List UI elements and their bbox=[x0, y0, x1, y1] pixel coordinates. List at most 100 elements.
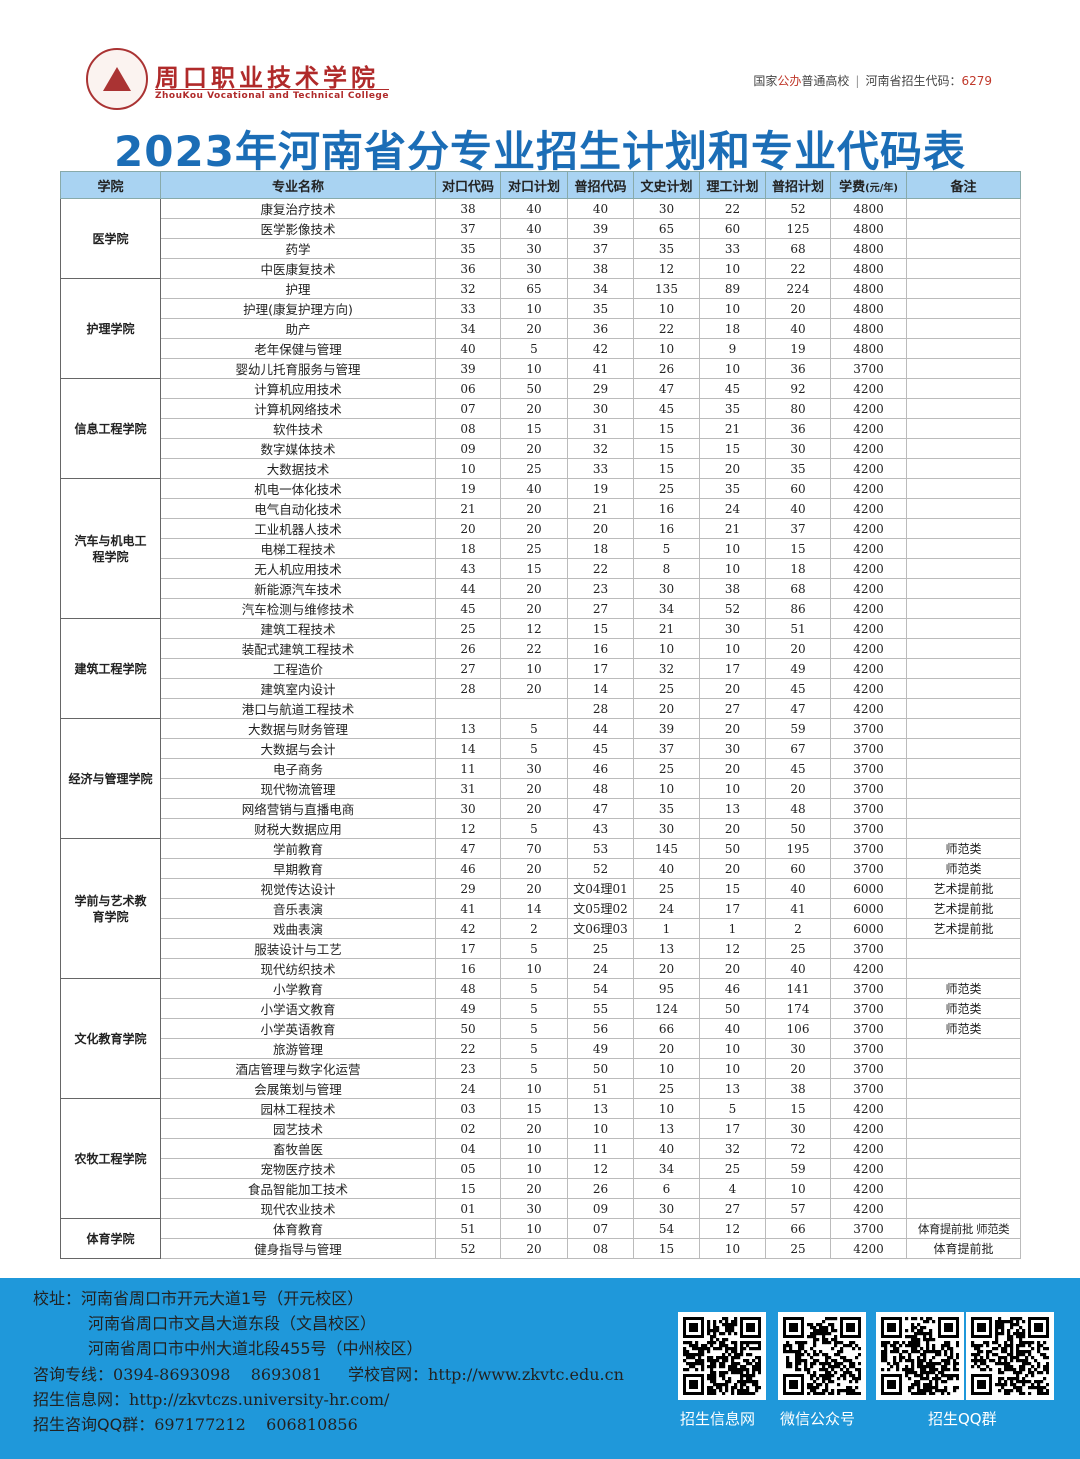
hotline-line: 咨询专线：0394-8693098 8693081 学校官网：http://www… bbox=[33, 1361, 624, 1385]
vocational-code-cell: 34 bbox=[435, 318, 501, 339]
general-code-cell: 50 bbox=[567, 1058, 634, 1079]
tuition-cell: 3700 bbox=[830, 1078, 907, 1099]
science-plan-cell: 10 bbox=[699, 1038, 766, 1059]
general-code-cell: 文04理01 bbox=[567, 878, 634, 899]
table-row: 医学影像技术 37 40 39 65 60 125 4800 bbox=[61, 218, 1021, 239]
general-plan-cell: 20 bbox=[765, 778, 831, 799]
general-plan-cell: 86 bbox=[765, 598, 831, 619]
science-plan-cell: 52 bbox=[699, 598, 766, 619]
table-row: 财税大数据应用 12 5 43 30 20 50 3700 bbox=[61, 818, 1021, 839]
general-plan-cell: 10 bbox=[765, 1178, 831, 1199]
general-code-cell: 52 bbox=[567, 858, 634, 879]
vocational-code-cell: 46 bbox=[435, 858, 501, 879]
tuition-cell: 3700 bbox=[830, 1018, 907, 1039]
general-code-cell: 10 bbox=[567, 1118, 634, 1139]
tuition-cell: 4800 bbox=[830, 298, 907, 319]
table-row: 现代物流管理 31 20 48 10 10 20 3700 bbox=[61, 778, 1021, 799]
general-plan-cell: 36 bbox=[765, 358, 831, 379]
science-plan-cell: 21 bbox=[699, 418, 766, 439]
major-name-cell: 中医康复技术 bbox=[160, 258, 436, 279]
arts-plan-cell: 8 bbox=[633, 558, 700, 579]
vocational-plan-cell bbox=[500, 698, 568, 719]
remark-cell bbox=[906, 638, 1021, 659]
general-code-cell: 12 bbox=[567, 1158, 634, 1179]
remark-cell bbox=[906, 798, 1021, 819]
table-row: 电子商务 11 30 46 25 20 45 3700 bbox=[61, 758, 1021, 779]
vocational-code-cell: 40 bbox=[435, 338, 501, 359]
vocational-plan-cell: 20 bbox=[500, 1178, 568, 1199]
general-plan-cell: 19 bbox=[765, 338, 831, 359]
major-name-cell: 大数据技术 bbox=[160, 458, 436, 479]
address-kaiyuan: 河南省周口市开元大道1号（开元校区） bbox=[81, 1289, 364, 1308]
major-name-cell: 音乐表演 bbox=[160, 898, 436, 919]
remark-cell bbox=[906, 718, 1021, 739]
vocational-code-cell: 31 bbox=[435, 778, 501, 799]
arts-plan-cell: 10 bbox=[633, 1058, 700, 1079]
major-name-cell: 机电一体化技术 bbox=[160, 478, 436, 499]
vocational-code-cell: 47 bbox=[435, 838, 501, 859]
column-header: 普招计划 bbox=[765, 171, 831, 199]
vocational-code-cell: 43 bbox=[435, 558, 501, 579]
vocational-plan-cell: 15 bbox=[500, 418, 568, 439]
qr-code-info-site bbox=[678, 1312, 766, 1400]
science-plan-cell: 10 bbox=[699, 298, 766, 319]
table-row: 医学院 康复治疗技术 38 40 40 30 22 52 4800 bbox=[60, 198, 1021, 279]
arts-plan-cell: 25 bbox=[633, 758, 700, 779]
vocational-code-cell: 06 bbox=[435, 378, 501, 399]
science-plan-cell: 18 bbox=[699, 318, 766, 339]
major-name-cell: 视觉传达设计 bbox=[160, 878, 436, 899]
address-zhongzhou: 河南省周口市中州大道北段455号（中州校区） bbox=[88, 1339, 423, 1358]
general-plan-cell: 35 bbox=[765, 458, 831, 479]
science-plan-cell: 27 bbox=[699, 1198, 766, 1219]
science-plan-cell: 27 bbox=[699, 698, 766, 719]
science-plan-cell: 4 bbox=[699, 1178, 766, 1199]
science-plan-cell: 30 bbox=[699, 618, 766, 639]
tuition-cell: 4800 bbox=[830, 278, 907, 299]
column-header-label: 理工计划 bbox=[706, 179, 759, 195]
major-name-cell: 大数据与会计 bbox=[160, 738, 436, 759]
table-row: 护理(康复护理方向) 33 10 35 10 10 20 4800 bbox=[61, 298, 1021, 319]
column-header: 专业名称 bbox=[160, 171, 436, 199]
major-name-cell: 健身指导与管理 bbox=[160, 1238, 436, 1259]
tuition-cell: 4200 bbox=[830, 1138, 907, 1159]
college-cell: 汽车与机电工程学院 bbox=[60, 478, 161, 619]
vocational-plan-cell: 40 bbox=[500, 218, 568, 239]
general-plan-cell: 41 bbox=[765, 898, 831, 919]
table-row: 装配式建筑工程技术 26 22 16 10 10 20 4200 bbox=[61, 638, 1021, 659]
remark-cell bbox=[906, 618, 1021, 639]
general-plan-cell: 60 bbox=[765, 858, 831, 879]
vocational-code-cell: 22 bbox=[435, 1038, 501, 1059]
arts-plan-cell: 145 bbox=[633, 838, 700, 859]
major-name-cell: 园林工程技术 bbox=[160, 1098, 436, 1119]
table-row: 软件技术 08 15 31 15 21 36 4200 bbox=[61, 418, 1021, 439]
remark-cell bbox=[906, 398, 1021, 419]
remark-cell bbox=[906, 278, 1021, 299]
vocational-code-cell: 30 bbox=[435, 798, 501, 819]
vocational-plan-cell: 10 bbox=[500, 958, 568, 979]
major-name-cell: 新能源汽车技术 bbox=[160, 578, 436, 599]
major-name-cell: 港口与航道工程技术 bbox=[160, 698, 436, 719]
table-row: 健身指导与管理 52 20 08 15 10 25 4200 体育提前批 bbox=[61, 1238, 1021, 1259]
major-name-cell: 现代物流管理 bbox=[160, 778, 436, 799]
remark-cell: 师范类 bbox=[906, 838, 1021, 859]
table-header: 学院 专业名称 对口代码 对口计划 普招代码 文史计划 理工计划 普招计划 学费(元/年) 备注 bbox=[60, 171, 1021, 199]
general-code-cell: 08 bbox=[567, 1238, 634, 1259]
vocational-code-cell: 13 bbox=[435, 718, 501, 739]
general-plan-cell: 45 bbox=[765, 758, 831, 779]
vocational-plan-cell: 30 bbox=[500, 758, 568, 779]
arts-plan-cell: 45 bbox=[633, 398, 700, 419]
website-label: 学校官网： bbox=[348, 1365, 429, 1384]
general-plan-cell: 60 bbox=[765, 478, 831, 499]
general-plan-cell: 195 bbox=[765, 838, 831, 859]
science-plan-cell: 10 bbox=[699, 538, 766, 559]
remark-cell: 艺术提前批 bbox=[906, 918, 1021, 939]
info-link[interactable]: http://zkvtczs.university-hr.com/ bbox=[129, 1390, 390, 1409]
remark-cell bbox=[906, 938, 1021, 959]
general-code-cell: 13 bbox=[567, 1098, 634, 1119]
remark-cell bbox=[906, 678, 1021, 699]
science-plan-cell: 20 bbox=[699, 758, 766, 779]
website-link[interactable]: http://www.zkvtc.edu.cn bbox=[428, 1365, 624, 1384]
vocational-code-cell: 32 bbox=[435, 278, 501, 299]
column-header-label: 普招代码 bbox=[574, 179, 627, 195]
general-code-cell: 11 bbox=[567, 1138, 634, 1159]
